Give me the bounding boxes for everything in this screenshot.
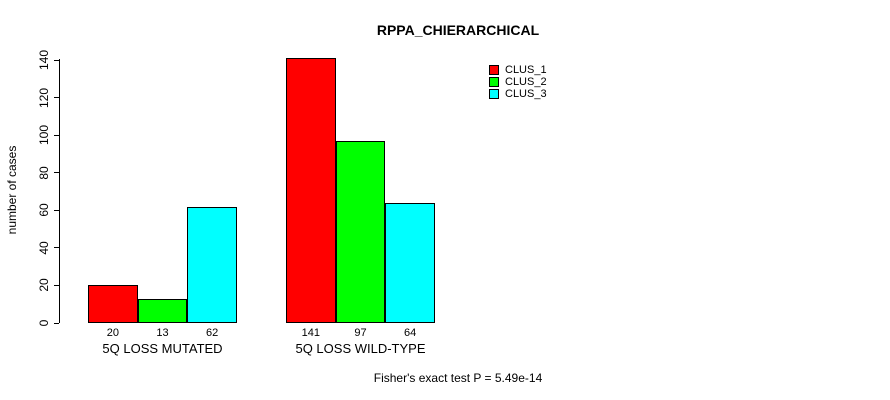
y-tick-mark: [54, 134, 59, 136]
legend-label: CLUS_3: [505, 88, 547, 100]
legend-label: CLUS_1: [505, 64, 547, 76]
bar-value-label: 20: [106, 327, 119, 339]
y-tick-label: 40: [37, 241, 51, 255]
bar-value-label: 13: [156, 327, 169, 339]
y-tick-label: 140: [37, 49, 51, 71]
y-tick-mark: [54, 97, 59, 99]
y-axis-title: number of cases: [5, 145, 19, 235]
bar-value-label: 62: [206, 327, 219, 339]
y-tick-label: 100: [37, 125, 51, 146]
fisher-test-annotation: Fisher's exact test P = 5.49e-14: [373, 371, 543, 385]
y-tick-mark: [54, 247, 59, 249]
y-tick-label: 80: [37, 166, 51, 180]
bar-clus_2: [137, 298, 188, 323]
legend-swatch-icon: [489, 77, 499, 87]
bar-clus_1: [286, 58, 336, 323]
x-category-label: 5Q LOSS MUTATED: [102, 341, 223, 356]
bar-clus_3: [187, 206, 237, 323]
legend-label: CLUS_2: [505, 76, 547, 88]
bar-clus_3: [385, 202, 435, 323]
y-tick-label: 120: [37, 87, 51, 108]
legend-swatch-icon: [489, 65, 499, 75]
y-tick-label: 20: [37, 278, 51, 293]
bar-clus_1: [88, 285, 138, 323]
x-category-label: 5Q LOSS WILD-TYPE: [295, 341, 426, 356]
y-tick-label: 60: [37, 203, 51, 217]
chart-title: RPPA_CHIERARCHICAL: [376, 22, 540, 38]
legend-swatch-icon: [489, 89, 499, 99]
y-tick-mark: [54, 172, 59, 174]
y-tick-mark: [54, 59, 59, 61]
y-tick-mark: [54, 209, 59, 211]
y-tick-mark: [54, 322, 59, 324]
y-axis-line: [59, 59, 60, 323]
bar-clus_2: [335, 140, 386, 323]
y-tick-label: 0: [37, 319, 51, 327]
bar-value-label: 141: [301, 327, 321, 339]
y-tick-mark: [54, 284, 59, 286]
bar-value-label: 64: [404, 327, 417, 339]
bar-value-label: 97: [354, 327, 367, 339]
